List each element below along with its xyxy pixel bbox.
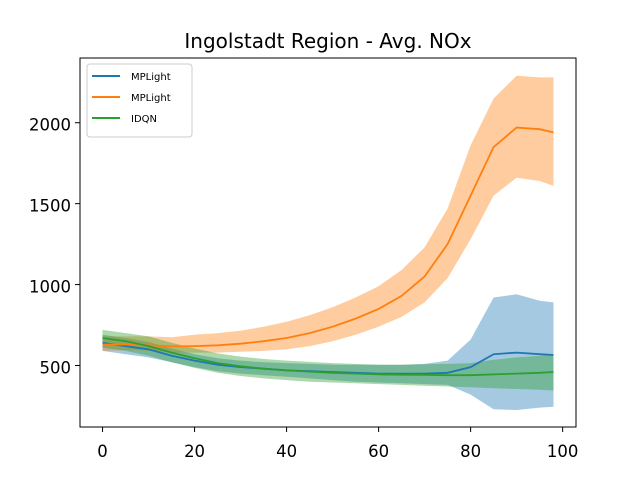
y-axis-ticks: 500 1000 1500 2000 — [29, 116, 80, 378]
line-series-1 — [102, 126, 554, 348]
x-tick-label: 100 — [547, 442, 579, 461]
plot-frame — [79, 57, 577, 428]
legend-label: MPLight — [131, 93, 171, 104]
y-tick-label: 500 — [40, 359, 72, 378]
line-series-2 — [102, 337, 554, 377]
x-tick-label: 40 — [276, 442, 297, 461]
x-tick-label: 60 — [368, 442, 389, 461]
x-tick-label: 0 — [97, 442, 108, 461]
y-tick-label: 1500 — [29, 197, 71, 216]
band-series-1 — [102, 75, 554, 353]
chart-title: Ingolstadt Region - Avg. NOx — [184, 29, 471, 53]
legend: MPLight MPLight IDQN — [86, 63, 193, 138]
legend-label: IDQN — [131, 114, 157, 125]
band-series-0 — [102, 294, 554, 410]
x-axis-ticks: 0 20 40 60 80 100 — [97, 427, 578, 461]
y-tick-label: 2000 — [29, 116, 71, 135]
y-tick-label: 1000 — [29, 278, 71, 297]
x-tick-label: 20 — [184, 442, 205, 461]
series-lines — [102, 126, 554, 377]
legend-label: MPLight — [131, 72, 171, 83]
x-tick-label: 80 — [460, 442, 481, 461]
